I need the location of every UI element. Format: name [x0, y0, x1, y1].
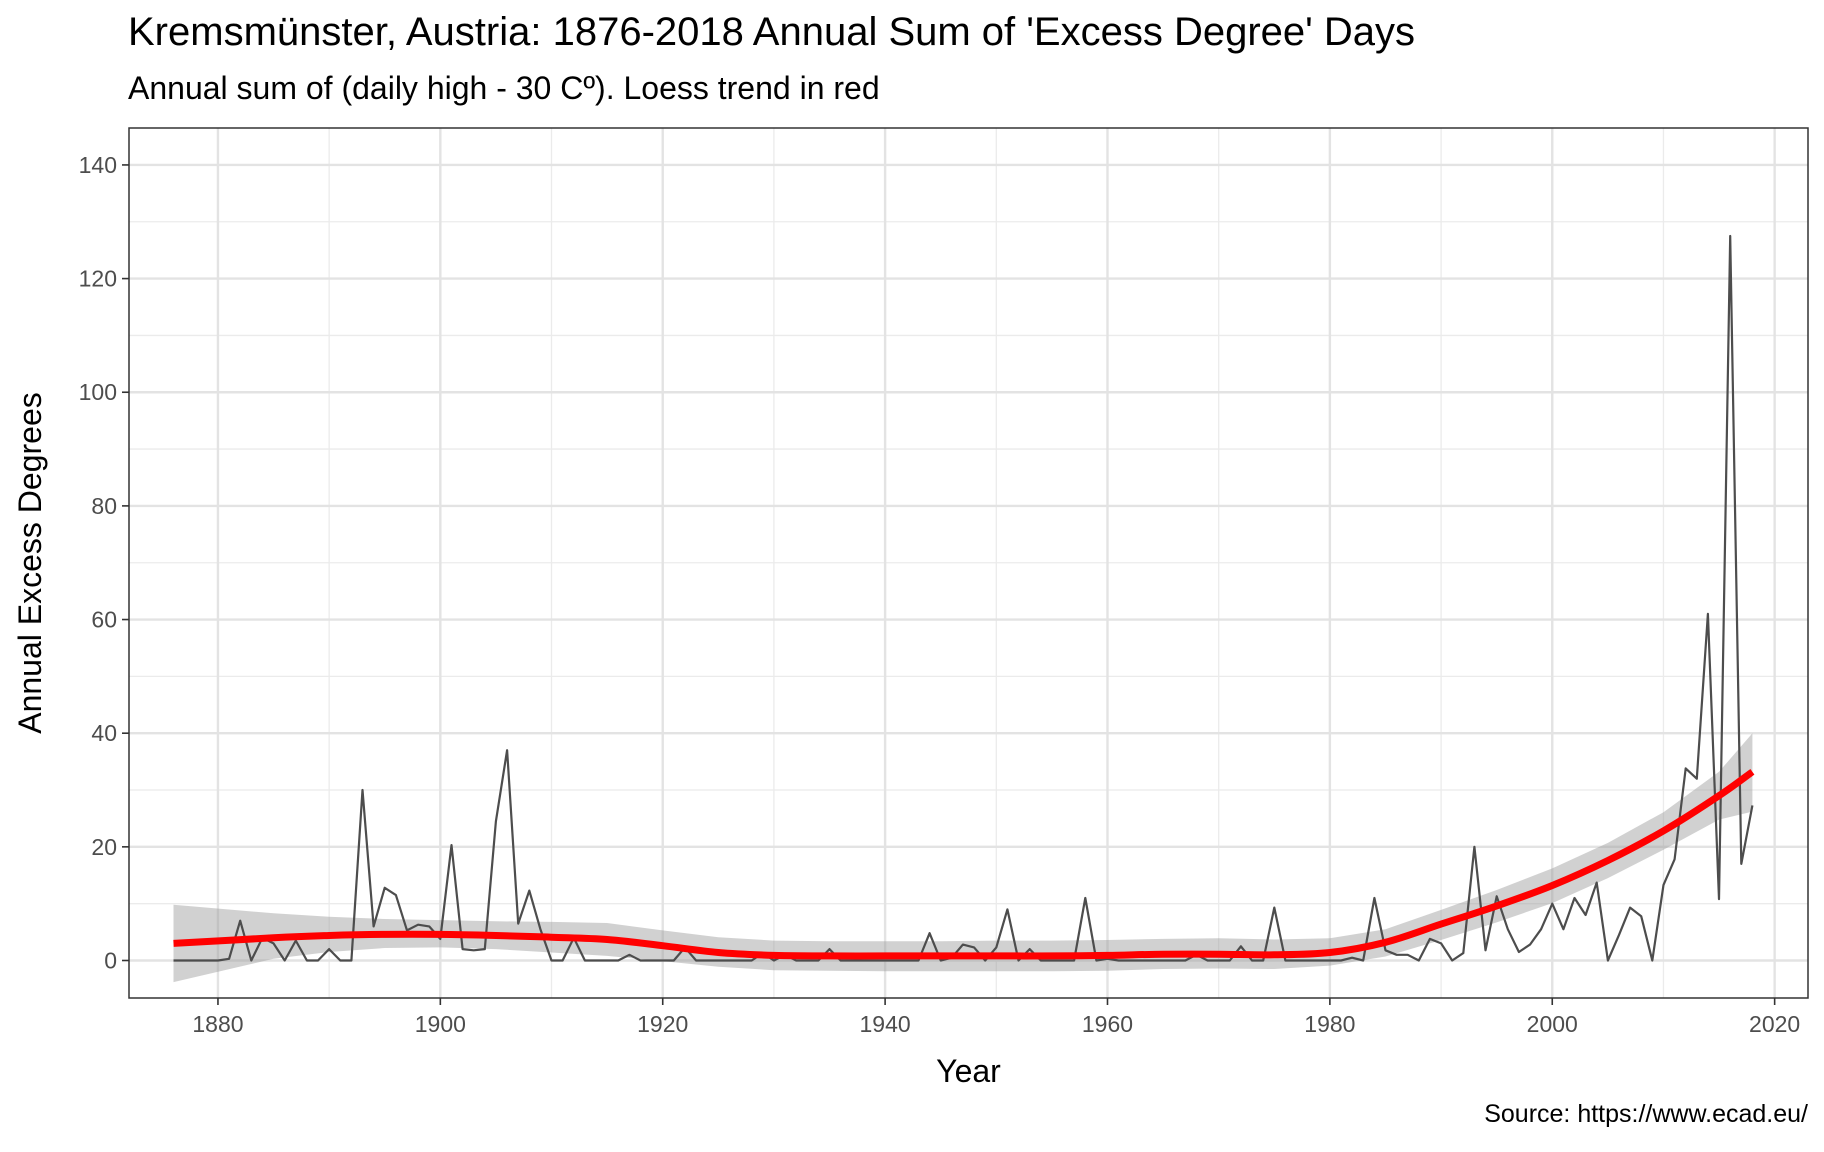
x-axis-ticks: 1880 1900 1920 1940 1960 1980 2000 2020	[192, 998, 1800, 1037]
minor-gridlines	[129, 128, 1808, 998]
y-tick-label: 60	[91, 607, 117, 633]
annual-excess-line	[173, 234, 1754, 962]
chart-title: Kremsmünster, Austria: 1876-2018 Annual …	[128, 10, 1416, 54]
x-tick-label: 1960	[1082, 1011, 1133, 1037]
y-tick-label: 0	[104, 947, 117, 973]
x-tick-label: 1880	[192, 1011, 243, 1037]
y-tick-label: 20	[91, 834, 117, 860]
x-tick-label: 2020	[1749, 1011, 1800, 1037]
x-tick-label: 2000	[1527, 1011, 1578, 1037]
y-tick-label: 80	[91, 493, 117, 519]
plot-panel-border	[128, 127, 1809, 999]
loess-trend-line	[173, 768, 1755, 960]
y-tick-label: 140	[79, 152, 117, 178]
x-tick-label: 1980	[1304, 1011, 1355, 1037]
y-tick-label: 120	[79, 266, 117, 292]
y-axis-title: Annual Excess Degrees	[12, 392, 48, 734]
y-axis-ticks: 0 20 40 60 80 100 120 140	[79, 152, 129, 973]
chart-subtitle: Annual sum of (daily high - 30 Cº). Loes…	[128, 70, 880, 106]
x-tick-label: 1920	[637, 1011, 688, 1037]
y-tick-label: 40	[91, 720, 117, 746]
data-lines	[173, 234, 1755, 962]
x-tick-label: 1900	[415, 1011, 466, 1037]
x-tick-label: 1940	[860, 1011, 911, 1037]
major-gridlines	[129, 128, 1808, 998]
chart-caption: Source: https://www.ecad.eu/	[1484, 1100, 1808, 1128]
y-tick-label: 100	[79, 379, 117, 405]
x-axis-title: Year	[936, 1053, 1001, 1089]
